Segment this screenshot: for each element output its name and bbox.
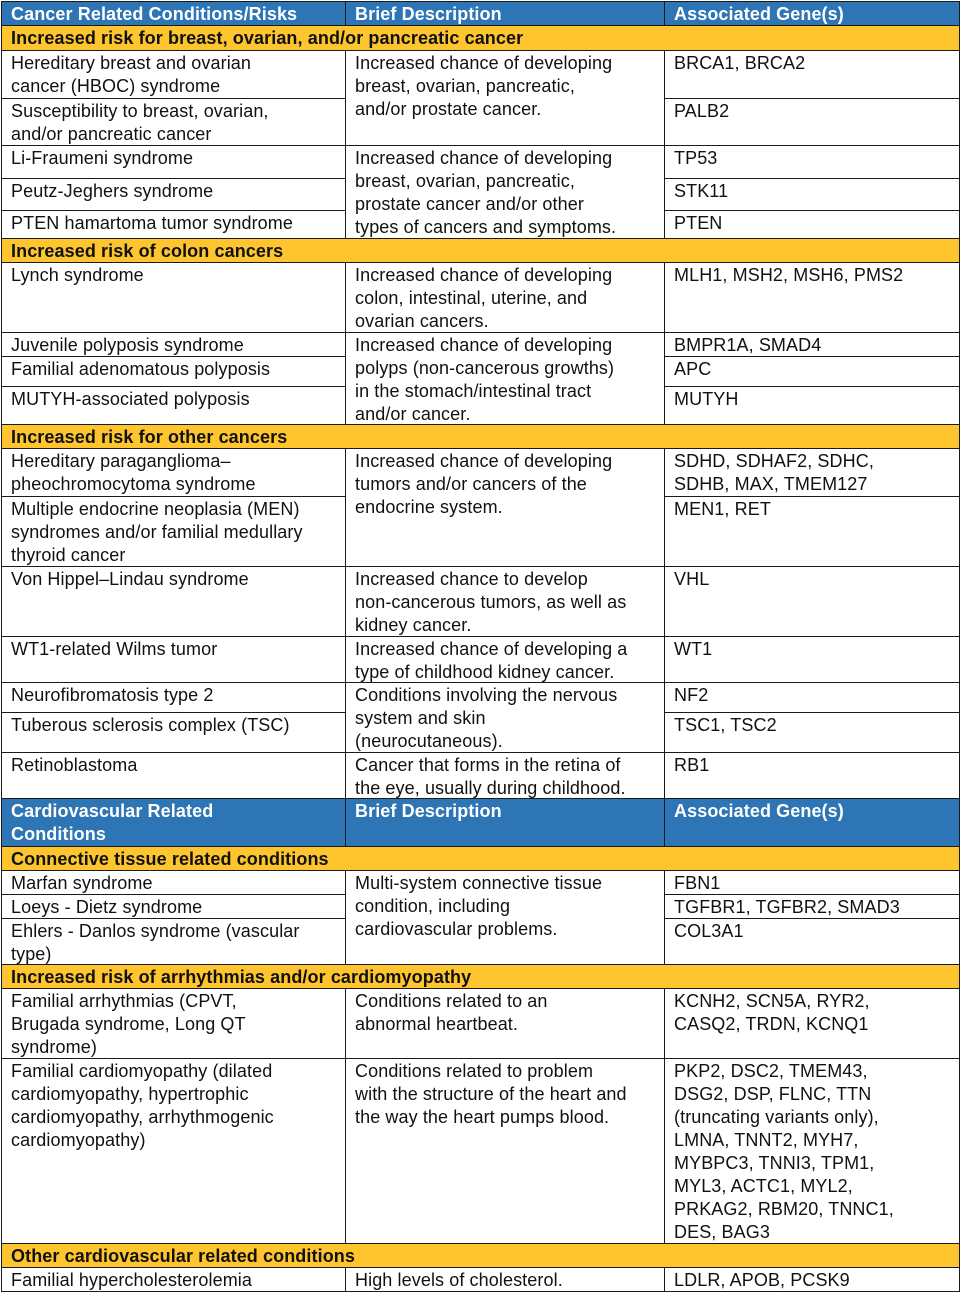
- gene-cell: TSC1, TSC2: [664, 712, 960, 753]
- condition-cell: Juvenile polyposis syndrome: [1, 332, 346, 357]
- condition-cell: Lynch syndrome: [1, 262, 346, 333]
- gene-cell: APC: [664, 356, 960, 387]
- description-cell: Conditions involving the nervous system …: [345, 682, 665, 753]
- gene-cell: PTEN: [664, 210, 960, 239]
- section-band: Increased risk for breast, ovarian, and/…: [1, 25, 960, 51]
- description-cell: Multi-system connective tissue condition…: [345, 870, 665, 965]
- condition-cell: Susceptibility to breast, ovarian, and/o…: [1, 98, 346, 146]
- column-header-conditions: Cancer Related Conditions/Risks: [1, 1, 346, 26]
- condition-cell: PTEN hamartoma tumor syndrome: [1, 210, 346, 239]
- condition-cell: Tuberous sclerosis complex (TSC): [1, 712, 346, 753]
- gene-cell: LDLR, APOB, PCSK9: [664, 1267, 960, 1292]
- condition-cell: Li-Fraumeni syndrome: [1, 145, 346, 179]
- description-cell: High levels of cholesterol.: [345, 1267, 665, 1292]
- section-band: Connective tissue related conditions: [1, 846, 960, 871]
- gene-cell: BMPR1A, SMAD4: [664, 332, 960, 357]
- description-cell: Increased chance of developing colon, in…: [345, 262, 665, 333]
- gene-cell: KCNH2, SCN5A, RYR2, CASQ2, TRDN, KCNQ1: [664, 988, 960, 1059]
- gene-cell: VHL: [664, 566, 960, 637]
- condition-cell: Hereditary paraganglioma– pheochromocyto…: [1, 448, 346, 497]
- gene-cell: TGFBR1, TGFBR2, SMAD3: [664, 894, 960, 919]
- gene-cell: MLH1, MSH2, MSH6, PMS2: [664, 262, 960, 333]
- column-header-genes: Associated Gene(s): [664, 798, 960, 847]
- condition-cell: Familial cardiomyopathy (dilated cardiom…: [1, 1058, 346, 1244]
- description-cell: Conditions related to problem with the s…: [345, 1058, 665, 1244]
- gene-cell: PKP2, DSC2, TMEM43, DSG2, DSP, FLNC, TTN…: [664, 1058, 960, 1244]
- gene-cell: RB1: [664, 752, 960, 799]
- gene-cell: STK11: [664, 178, 960, 211]
- description-cell: Increased chance of developing polyps (n…: [345, 332, 665, 425]
- description-cell: Conditions related to an abnormal heartb…: [345, 988, 665, 1059]
- gene-cell: MEN1, RET: [664, 496, 960, 567]
- condition-cell: Multiple endocrine neoplasia (MEN) syndr…: [1, 496, 346, 567]
- description-cell: Increased chance of developing breast, o…: [345, 50, 665, 146]
- section-band: Increased risk of arrhythmias and/or car…: [1, 964, 960, 989]
- gene-cell: COL3A1: [664, 918, 960, 965]
- gene-cell: TP53: [664, 145, 960, 179]
- condition-cell: Von Hippel–Lindau syndrome: [1, 566, 346, 637]
- condition-cell: Neurofibromatosis type 2: [1, 682, 346, 713]
- description-cell: Increased chance of developing tumors an…: [345, 448, 665, 567]
- section-band: Increased risk of colon cancers: [1, 238, 960, 263]
- section-band: Other cardiovascular related conditions: [1, 1243, 960, 1268]
- gene-cell: SDHD, SDHAF2, SDHC, SDHB, MAX, TMEM127: [664, 448, 960, 497]
- description-cell: Increased chance of developing a type of…: [345, 636, 665, 683]
- condition-cell: Familial hypercholesterolemia: [1, 1267, 346, 1292]
- column-header-description: Brief Description: [345, 1, 665, 26]
- condition-cell: Marfan syndrome: [1, 870, 346, 895]
- condition-cell: Peutz-Jeghers syndrome: [1, 178, 346, 211]
- column-header-genes: Associated Gene(s): [664, 1, 960, 26]
- condition-cell: WT1-related Wilms tumor: [1, 636, 346, 683]
- condition-cell: MUTYH-associated polyposis: [1, 386, 346, 425]
- column-header-conditions: Cardiovascular Related Conditions: [1, 798, 346, 847]
- gene-cell: NF2: [664, 682, 960, 713]
- condition-cell: Hereditary breast and ovarian cancer (HB…: [1, 50, 346, 99]
- gene-cell: BRCA1, BRCA2: [664, 50, 960, 99]
- condition-cell: Retinoblastoma: [1, 752, 346, 799]
- gene-cell: PALB2: [664, 98, 960, 146]
- description-cell: Increased chance of developing breast, o…: [345, 145, 665, 239]
- description-cell: Increased chance to develop non-cancerou…: [345, 566, 665, 637]
- gene-cell: MUTYH: [664, 386, 960, 425]
- condition-cell: Loeys - Dietz syndrome: [1, 894, 346, 919]
- column-header-description: Brief Description: [345, 798, 665, 847]
- description-cell: Cancer that forms in the retina of the e…: [345, 752, 665, 799]
- condition-cell: Ehlers - Danlos syndrome (vascular type): [1, 918, 346, 965]
- gene-cell: WT1: [664, 636, 960, 683]
- section-band: Increased risk for other cancers: [1, 424, 960, 449]
- gene-cell: FBN1: [664, 870, 960, 895]
- condition-cell: Familial adenomatous polyposis: [1, 356, 346, 387]
- condition-cell: Familial arrhythmias (CPVT, Brugada synd…: [1, 988, 346, 1059]
